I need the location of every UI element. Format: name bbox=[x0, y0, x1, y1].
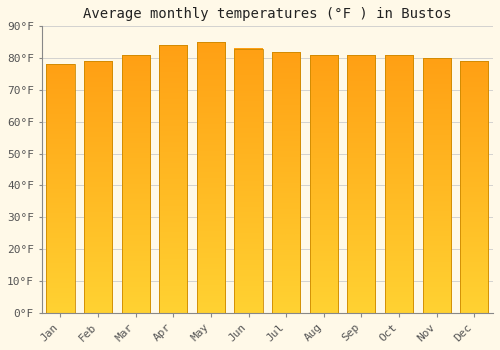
Bar bbox=[385, 55, 413, 313]
Bar bbox=[159, 46, 188, 313]
Bar bbox=[348, 55, 376, 313]
Title: Average monthly temperatures (°F ) in Bustos: Average monthly temperatures (°F ) in Bu… bbox=[83, 7, 452, 21]
Bar bbox=[310, 55, 338, 313]
Bar bbox=[197, 42, 225, 313]
Bar bbox=[272, 52, 300, 313]
Bar bbox=[234, 49, 262, 313]
Bar bbox=[422, 58, 450, 313]
Bar bbox=[122, 55, 150, 313]
Bar bbox=[46, 64, 74, 313]
Bar bbox=[84, 61, 112, 313]
Bar bbox=[460, 61, 488, 313]
